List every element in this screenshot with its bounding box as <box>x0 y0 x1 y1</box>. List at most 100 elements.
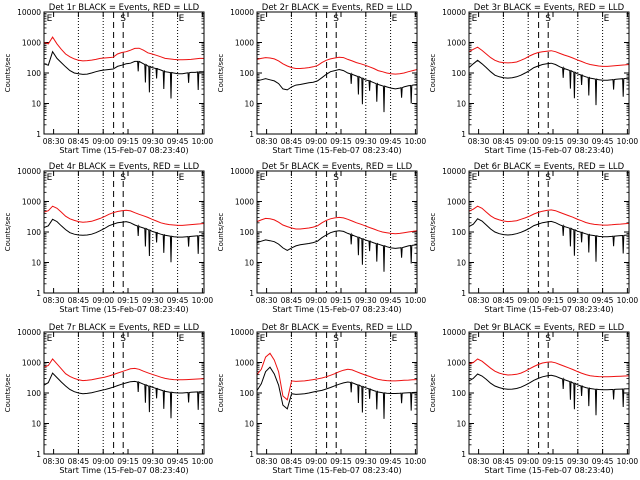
y-tick-label: 10000 <box>17 8 41 17</box>
y-tick-label: 10 <box>456 420 466 429</box>
x-tick-label: 10:00 <box>192 137 214 146</box>
x-tick-label: 08:30 <box>43 457 65 466</box>
x-axis-label: Start Time (15-Feb-07 08:23:40) <box>484 146 613 155</box>
y-axis-label: Counts/sec <box>4 213 12 252</box>
y-tick-label: 10000 <box>230 328 254 337</box>
x-tick-label: 08:30 <box>43 137 65 146</box>
y-tick-label: 1000 <box>22 39 41 48</box>
lld-rate-line <box>468 205 630 226</box>
interval-marker: E <box>392 334 398 344</box>
x-tick-label: 09:45 <box>167 296 189 305</box>
lld-rate-line <box>256 216 418 235</box>
x-tick-label: 08:45 <box>281 137 303 146</box>
x-tick-label: 08:30 <box>256 296 278 305</box>
plot-frame <box>468 11 630 135</box>
x-axis-label: Start Time (15-Feb-07 08:23:40) <box>272 466 401 475</box>
y-tick-label: 10 <box>31 100 41 109</box>
interval-marker: E <box>179 14 185 24</box>
y-tick-label: 10 <box>456 259 466 268</box>
y-tick-label: 1 <box>36 289 41 298</box>
x-tick-label: 09:00 <box>92 137 114 146</box>
lld-rate-line <box>256 352 418 401</box>
interval-marker: E <box>604 14 610 24</box>
y-tick-label: 1 <box>461 130 466 139</box>
y-tick-label: 10000 <box>442 328 466 337</box>
x-tick-label: 09:15 <box>117 457 139 466</box>
x-tick-label: 08:45 <box>68 457 90 466</box>
x-tick-label: 10:00 <box>405 457 427 466</box>
y-tick-label: 1 <box>249 450 254 459</box>
plot-frame <box>43 170 205 294</box>
x-tick-label: 09:30 <box>142 457 164 466</box>
x-tick-label: 10:00 <box>405 296 427 305</box>
detector-panel: Det 4r BLACK = Events, RED = LLD Counts/s… <box>4 162 213 314</box>
plot-frame <box>468 331 630 455</box>
x-axis-label: Start Time (15-Feb-07 08:23:40) <box>484 466 613 475</box>
plot-frame <box>256 331 418 455</box>
interval-marker: E <box>604 173 610 183</box>
interval-marker: S <box>120 173 126 183</box>
x-tick-label: 08:30 <box>256 457 278 466</box>
x-axis-label: Start Time (15-Feb-07 08:23:40) <box>59 305 188 314</box>
y-axis-label: Counts/sec <box>4 374 12 413</box>
x-tick-label: 08:45 <box>493 457 515 466</box>
interval-marker: S <box>333 334 339 344</box>
y-tick-label: 100 <box>452 69 467 78</box>
interval-marker: E <box>392 173 398 183</box>
y-tick-label: 1000 <box>22 359 41 368</box>
lld-rate-line <box>468 358 630 378</box>
x-tick-label: 09:15 <box>542 457 564 466</box>
x-tick-label: 08:30 <box>43 296 65 305</box>
y-tick-label: 10000 <box>442 8 466 17</box>
x-tick-label: 09:30 <box>355 296 377 305</box>
interval-marker: E <box>179 173 185 183</box>
interval-marker: E <box>392 14 398 24</box>
x-tick-label: 08:45 <box>68 296 90 305</box>
x-axis-label: Start Time (15-Feb-07 08:23:40) <box>272 146 401 155</box>
interval-marker: E <box>472 14 478 24</box>
x-tick-label: 09:15 <box>330 137 352 146</box>
interval-marker: S <box>545 334 551 344</box>
y-tick-label: 10000 <box>230 167 254 176</box>
lld-rate-line <box>43 358 205 382</box>
y-tick-label: 1 <box>461 450 466 459</box>
lld-rate-line <box>43 205 205 226</box>
x-tick-label: 08:45 <box>493 137 515 146</box>
y-axis-label: Counts/sec <box>429 54 437 93</box>
y-axis-label: Counts/sec <box>217 213 225 252</box>
x-tick-label: 10:00 <box>617 137 639 146</box>
y-tick-label: 100 <box>27 69 42 78</box>
x-tick-label: 09:00 <box>92 457 114 466</box>
x-tick-label: 09:15 <box>542 137 564 146</box>
y-axis-label: Counts/sec <box>429 374 437 413</box>
panel-title: Det 9r BLACK = Events, RED = LLD <box>474 323 625 333</box>
y-tick-label: 100 <box>240 228 255 237</box>
interval-marker: S <box>545 14 551 24</box>
x-tick-label: 10:00 <box>617 457 639 466</box>
panel-title: Det 3r BLACK = Events, RED = LLD <box>474 3 625 13</box>
y-axis-label: Counts/sec <box>429 213 437 252</box>
interval-marker: S <box>120 14 126 24</box>
x-tick-label: 10:00 <box>617 296 639 305</box>
interval-marker: E <box>47 14 53 24</box>
events-rate-line <box>468 373 630 416</box>
events-rate-line <box>256 68 418 113</box>
events-rate-line <box>468 218 630 262</box>
x-tick-label: 09:00 <box>92 296 114 305</box>
x-tick-label: 09:30 <box>142 137 164 146</box>
events-rate-line <box>43 218 205 263</box>
x-tick-label: 09:00 <box>305 296 327 305</box>
x-tick-label: 08:45 <box>493 296 515 305</box>
detector-panel: Det 2r BLACK = Events, RED = LLD Counts/s… <box>217 3 426 155</box>
panel-title: Det 5r BLACK = Events, RED = LLD <box>262 162 413 172</box>
x-axis-label: Start Time (15-Feb-07 08:23:40) <box>484 305 613 314</box>
events-rate-line <box>256 230 418 272</box>
x-tick-label: 09:15 <box>117 296 139 305</box>
plot-frame <box>43 331 205 455</box>
y-tick-label: 1 <box>249 289 254 298</box>
y-tick-label: 100 <box>240 69 255 78</box>
y-tick-label: 1000 <box>22 198 41 207</box>
y-tick-label: 1 <box>249 130 254 139</box>
y-tick-label: 10 <box>456 100 466 109</box>
